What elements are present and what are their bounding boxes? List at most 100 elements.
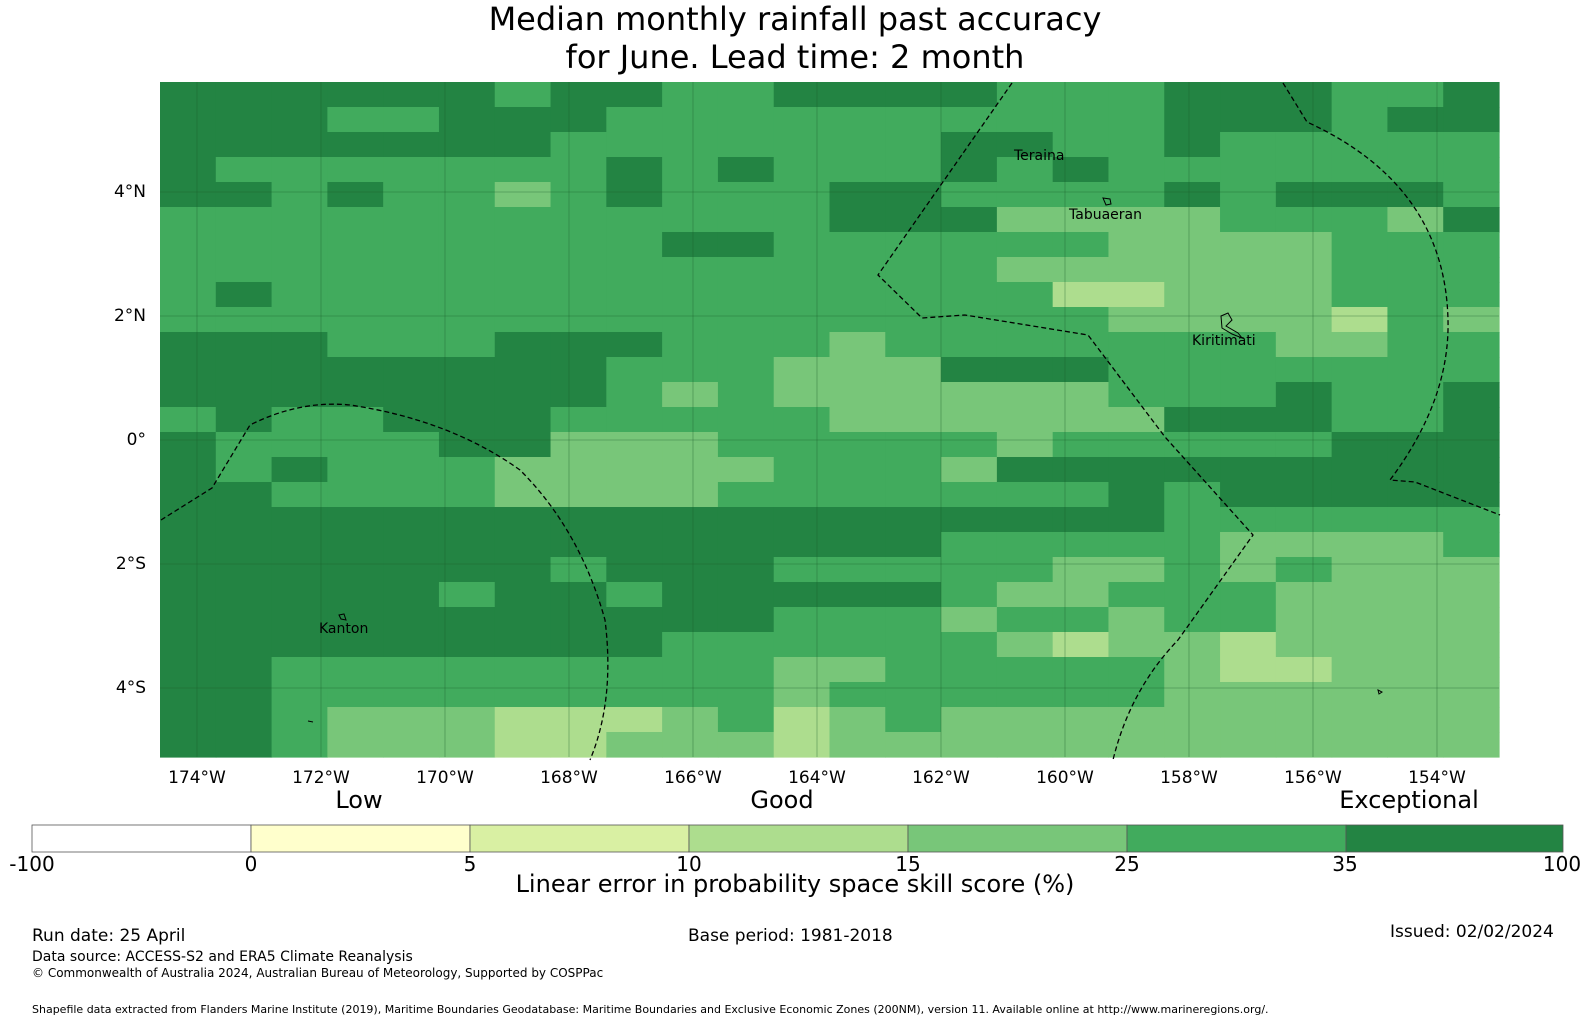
- grid-cell: [550, 307, 607, 333]
- grid-cell: [941, 82, 998, 108]
- grid-cell: [1331, 357, 1389, 383]
- grid-cell: [1052, 132, 1110, 158]
- grid-cell: [160, 457, 217, 483]
- grid-cell: [1164, 332, 1221, 358]
- grid-cell: [1220, 232, 1277, 258]
- grid-cell: [494, 607, 552, 633]
- grid-cell: [1220, 707, 1277, 733]
- grid-cell: [829, 457, 886, 483]
- grid-cell: [327, 732, 384, 758]
- grid-cell: [1052, 732, 1110, 758]
- grid-cell: [1387, 232, 1444, 258]
- grid-cell: [1108, 82, 1165, 108]
- grid-cell: [1164, 382, 1221, 408]
- grid-cell: [1164, 157, 1221, 183]
- grid-cell: [438, 557, 496, 583]
- grid-cell: [160, 257, 217, 283]
- grid-cell: [1052, 657, 1110, 683]
- grid-cell: [160, 507, 217, 533]
- graticule: [160, 82, 1499, 757]
- grid-cell: [717, 332, 775, 358]
- map-title-line-2: for June. Lead time: 2 month: [565, 38, 1025, 76]
- grid-cell: [773, 607, 831, 633]
- grid-cell: [494, 182, 552, 208]
- grid-cell: [383, 232, 440, 258]
- grid-cell: [1164, 432, 1221, 458]
- grid-cell: [885, 482, 942, 508]
- grid-cell: [1443, 207, 1500, 233]
- grid-cell: [606, 657, 663, 683]
- grid-cell: [773, 332, 831, 358]
- grid-cell: [885, 282, 942, 308]
- grid-cell: [271, 632, 328, 658]
- grid-cell: [662, 557, 719, 583]
- grid-cell: [550, 657, 607, 683]
- copyright: © Commonwealth of Australia 2024, Austra…: [32, 966, 604, 980]
- grid-cell: [662, 682, 719, 708]
- grid-cell: [271, 507, 328, 533]
- grid-cell: [1387, 307, 1444, 333]
- grid-cell: [662, 82, 719, 108]
- eez-boundary-phoenix: [160, 403, 609, 761]
- grid-cell: [1164, 182, 1221, 208]
- grid-cell: [941, 482, 998, 508]
- grid-cell: [885, 582, 942, 608]
- grid-cell: [773, 732, 831, 758]
- grid-cell: [1331, 457, 1389, 483]
- grid-cell: [662, 432, 719, 458]
- base-period: Base period: 1981-2018: [688, 926, 893, 946]
- grid-cell: [438, 682, 496, 708]
- grid-cell: [1443, 132, 1500, 158]
- grid-cell: [215, 207, 273, 233]
- tabuaeran-coast: [1102, 197, 1112, 206]
- grid-cell: [996, 107, 1054, 133]
- colorbar-segment: [1345, 824, 1564, 853]
- grid-cell: [773, 357, 831, 383]
- grid-cell: [885, 457, 942, 483]
- grid-cell: [996, 682, 1054, 708]
- grid-cell: [1052, 632, 1110, 658]
- grid-cell: [160, 732, 217, 758]
- grid-cell: [1052, 107, 1110, 133]
- grid-cell: [1220, 382, 1277, 408]
- lon-label-154w: 154°W: [1408, 768, 1466, 788]
- grid-cell: [885, 307, 942, 333]
- grid-cell: [606, 357, 663, 383]
- grid-cell: [1331, 207, 1389, 233]
- grid-cell: [885, 657, 942, 683]
- grid-cell: [438, 457, 496, 483]
- grid-cell: [215, 682, 273, 708]
- grid-cell: [550, 232, 607, 258]
- grid-cell: [550, 457, 607, 483]
- grid-cell: [829, 632, 886, 658]
- grid-cell: [1331, 732, 1389, 758]
- grid-cell: [717, 407, 775, 433]
- grid-cell: [662, 232, 719, 258]
- grid-cell: [1275, 232, 1333, 258]
- grid-cell: [662, 182, 719, 208]
- grid-cell: [1108, 582, 1165, 608]
- grid-cell: [215, 557, 273, 583]
- grid-cell: [773, 132, 831, 158]
- grid-cell: [215, 482, 273, 508]
- grid-cell: [1052, 357, 1110, 383]
- grid-cell: [327, 182, 384, 208]
- grid-cell: [327, 157, 384, 183]
- grid-cell: [383, 707, 440, 733]
- colorbar-tick: -100: [9, 852, 55, 876]
- grid-cell: [1387, 532, 1444, 558]
- lat-label-2s: 2°S: [115, 554, 146, 574]
- grid-cell: [1331, 432, 1389, 458]
- grid-cell: [1108, 332, 1165, 358]
- grid-cell: [1052, 407, 1110, 433]
- grid-cell: [885, 382, 942, 408]
- grid-cell: [1443, 382, 1500, 408]
- lon-label-170w: 170°W: [416, 768, 474, 788]
- category-label-good: Good: [750, 786, 814, 814]
- grid-cell: [606, 207, 663, 233]
- grid-cell: [1275, 382, 1333, 408]
- grid-cell: [215, 232, 273, 258]
- grid-cell: [215, 607, 273, 633]
- grid-cell: [215, 582, 273, 608]
- grid-cell: [717, 657, 775, 683]
